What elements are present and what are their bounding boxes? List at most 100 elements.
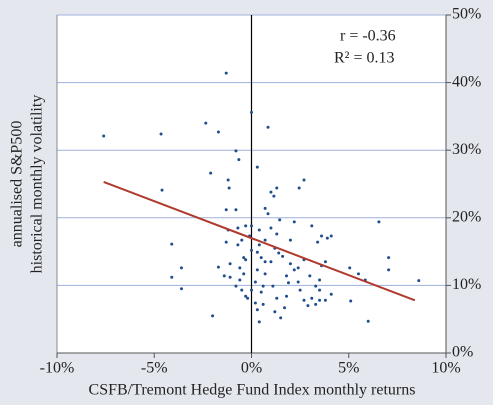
x-tick-label: 10% (431, 360, 460, 377)
point (325, 236, 329, 240)
point (261, 284, 265, 288)
point (286, 281, 290, 285)
point (279, 316, 283, 320)
point (366, 319, 370, 323)
point (240, 238, 244, 242)
x-tick-label: -10% (40, 360, 75, 377)
point (320, 234, 324, 238)
point (261, 302, 265, 306)
point (179, 266, 183, 270)
point (329, 234, 333, 238)
point (387, 268, 391, 272)
point (271, 284, 275, 288)
point (238, 266, 242, 270)
point (255, 268, 259, 272)
point (283, 306, 287, 310)
point (228, 262, 232, 266)
point (316, 240, 320, 244)
point (244, 294, 248, 298)
point (323, 260, 327, 264)
point (275, 186, 279, 190)
point (160, 188, 164, 192)
point (216, 265, 220, 269)
point (329, 292, 333, 296)
point (170, 242, 174, 246)
point (159, 132, 163, 136)
point (240, 288, 244, 292)
point (224, 208, 228, 212)
point (310, 296, 314, 300)
point (226, 178, 230, 182)
point (228, 275, 232, 279)
point (255, 250, 259, 254)
point (259, 256, 263, 260)
point (257, 320, 261, 324)
point (242, 272, 246, 276)
point (348, 266, 352, 270)
point (323, 298, 327, 302)
point (288, 238, 292, 242)
point (349, 299, 353, 303)
point (302, 298, 306, 302)
point (278, 218, 282, 222)
point (318, 298, 322, 302)
point (314, 302, 318, 306)
point (269, 190, 273, 194)
point (263, 272, 267, 276)
point (306, 304, 310, 308)
point (257, 228, 261, 232)
point (314, 284, 318, 288)
point (255, 308, 259, 312)
y-tick-label: 30% (452, 141, 481, 158)
x-tick-label: -5% (141, 360, 168, 377)
point (222, 274, 226, 278)
point (417, 279, 421, 283)
annotation-r: r = -0.36 (340, 28, 396, 45)
x-tick-label: 5% (338, 360, 359, 377)
point (227, 186, 231, 190)
point (259, 290, 263, 294)
point (246, 296, 250, 300)
point (211, 314, 215, 318)
y-tick-label: 20% (452, 208, 481, 225)
point (277, 251, 281, 255)
point (234, 149, 238, 153)
point (263, 206, 267, 210)
point (263, 260, 267, 264)
point (179, 287, 183, 291)
point (298, 288, 302, 292)
point (387, 256, 391, 260)
y-axis-label: historical monthly volatility (29, 95, 46, 274)
point (237, 158, 241, 162)
point (234, 208, 238, 212)
point (236, 226, 240, 230)
point (257, 243, 261, 247)
point (250, 224, 253, 228)
y-tick-label: 10% (452, 276, 481, 293)
y-tick-label: 40% (452, 73, 481, 90)
point (288, 262, 292, 266)
point (244, 224, 248, 228)
point (238, 278, 242, 282)
point (102, 134, 106, 138)
point (275, 232, 279, 236)
point (253, 301, 257, 305)
point (296, 280, 300, 284)
point (310, 224, 314, 228)
point (266, 125, 270, 129)
point (250, 110, 253, 114)
point (308, 274, 312, 278)
point (250, 248, 253, 252)
y-axis-label: annualised S&P500 (9, 121, 26, 248)
point (285, 294, 289, 298)
point (275, 296, 279, 300)
point (244, 258, 248, 262)
x-axis-label: CSFB/Tremont Hedge Fund Index monthly re… (89, 382, 416, 399)
point (216, 130, 220, 134)
point (356, 272, 360, 276)
point (296, 266, 300, 270)
point (209, 171, 213, 175)
point (255, 165, 259, 169)
point (170, 275, 174, 279)
